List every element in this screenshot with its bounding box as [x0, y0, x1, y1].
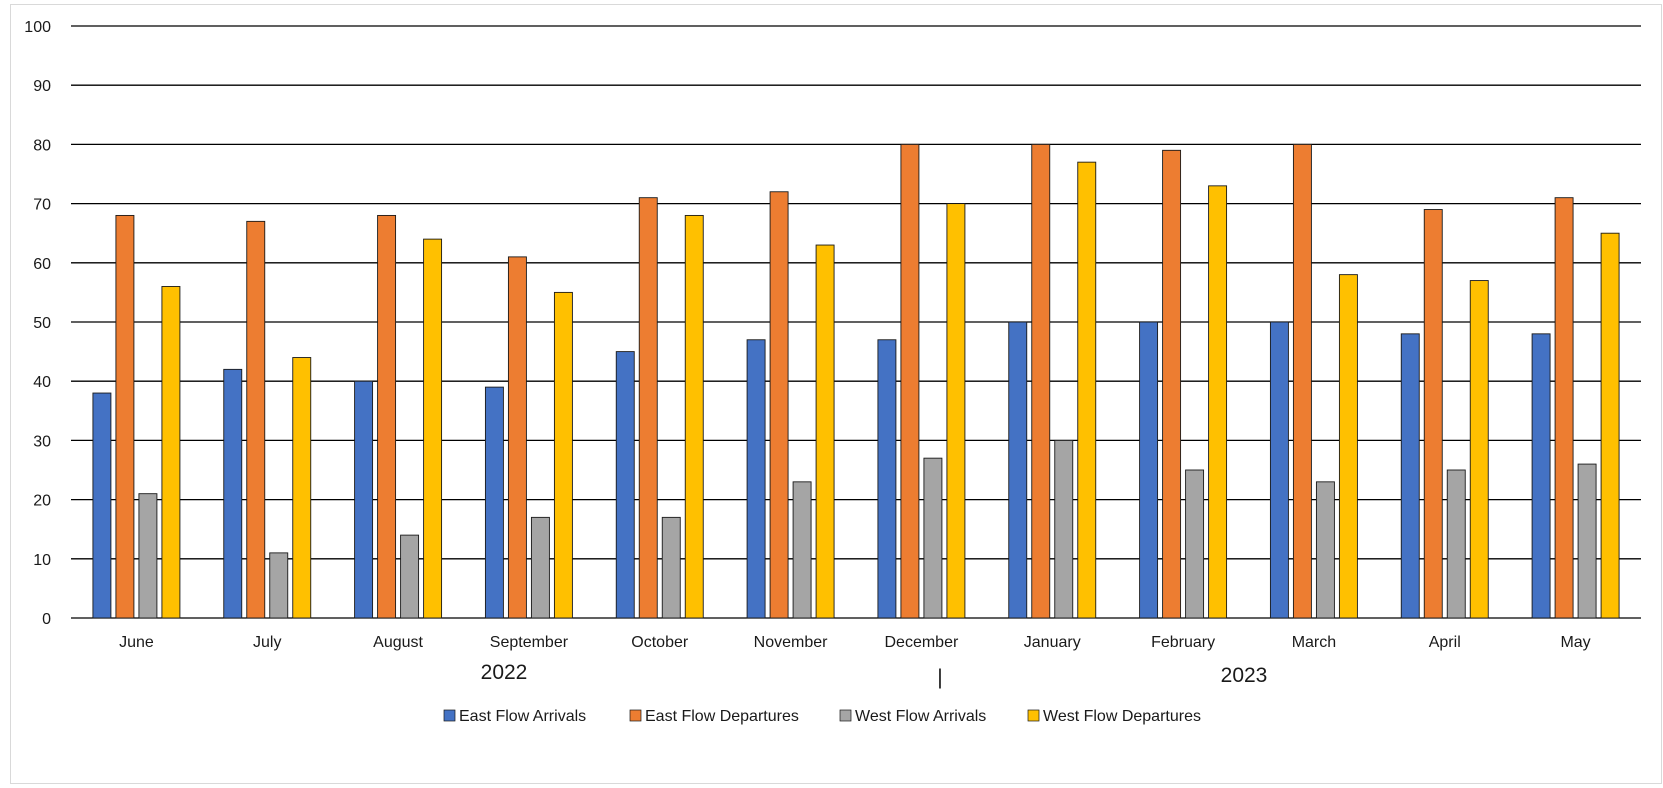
y-tick-label: 30	[33, 433, 51, 450]
legend-label-east-flow-departures: East Flow Departures	[645, 708, 799, 725]
legend-label-east-flow-arrivals: East Flow Arrivals	[459, 708, 586, 725]
bar-east-flow-departures-september	[507, 256, 527, 619]
x-tick-label-march: March	[1292, 634, 1336, 651]
legend-swatch-west-flow-departures	[1027, 709, 1040, 722]
bar-west-flow-departures-august	[423, 238, 443, 619]
bar-east-flow-departures-december	[900, 143, 920, 619]
bar-west-flow-arrivals-august	[400, 534, 420, 619]
gridlines	[71, 25, 1641, 619]
bar-east-flow-arrivals-december	[877, 339, 897, 619]
bar-west-flow-arrivals-november	[792, 481, 812, 619]
bar-west-flow-departures-february	[1208, 185, 1228, 619]
bar-east-flow-arrivals-october	[615, 351, 635, 619]
bar-west-flow-departures-december	[946, 203, 966, 619]
bar-east-flow-arrivals-september	[484, 386, 504, 619]
bar-west-flow-departures-april	[1469, 280, 1489, 619]
bar-west-flow-departures-september	[553, 291, 573, 619]
bar-east-flow-departures-july	[246, 220, 266, 619]
year-label-2022: 2022	[481, 661, 528, 684]
bar-east-flow-departures-february	[1162, 149, 1182, 619]
y-tick-label: 90	[33, 78, 51, 95]
bar-east-flow-departures-october	[638, 197, 658, 619]
x-tick-label-november: November	[754, 634, 828, 651]
y-tick-label: 20	[33, 493, 51, 510]
bar-west-flow-departures-july	[292, 357, 312, 619]
bar-west-flow-arrivals-july	[269, 552, 289, 619]
bar-west-flow-departures-january	[1077, 161, 1097, 619]
bar-west-flow-arrivals-january	[1054, 439, 1074, 619]
bar-east-flow-departures-november	[769, 191, 789, 619]
bar-west-flow-arrivals-october	[661, 516, 681, 619]
legend-swatch-east-flow-arrivals	[443, 709, 456, 722]
bar-east-flow-arrivals-january	[1008, 321, 1028, 619]
y-tick-label: 50	[33, 315, 51, 332]
year-label-2023: 2023	[1221, 664, 1268, 687]
bar-west-flow-departures-october	[684, 214, 704, 619]
x-tick-label-october: October	[631, 634, 689, 651]
bar-east-flow-arrivals-june	[92, 392, 112, 619]
bar-west-flow-departures-may	[1600, 232, 1620, 619]
x-tick-label-february: February	[1151, 634, 1215, 651]
bar-west-flow-arrivals-december	[923, 457, 943, 619]
y-tick-label: 60	[33, 256, 51, 273]
chart-frame: 0 10 20 30 40 50 60 70 80 90 100 June July August Sep…	[10, 4, 1662, 784]
bar-east-flow-arrivals-july	[223, 368, 243, 619]
bars	[92, 143, 1620, 619]
bar-east-flow-departures-april	[1423, 209, 1443, 619]
bar-west-flow-departures-march	[1338, 274, 1358, 619]
bar-west-flow-arrivals-june	[138, 493, 158, 619]
bar-west-flow-arrivals-september	[530, 516, 550, 619]
x-tick-label-april: April	[1429, 634, 1461, 651]
y-tick-label: 10	[33, 552, 51, 569]
legend-swatch-west-flow-arrivals	[839, 709, 852, 722]
x-tick-label-may: May	[1560, 634, 1590, 651]
legend-label-west-flow-departures: West Flow Departures	[1043, 708, 1201, 725]
bar-west-flow-arrivals-february	[1185, 469, 1205, 619]
y-axis-tick-labels: 0 10 20 30 40 50 60 70 80 90 100	[24, 19, 51, 628]
bar-east-flow-departures-august	[377, 214, 397, 619]
bar-east-flow-departures-january	[1031, 143, 1051, 619]
bar-east-flow-arrivals-march	[1269, 321, 1289, 619]
y-tick-label: 100	[24, 19, 51, 36]
bar-east-flow-arrivals-november	[746, 339, 766, 619]
x-tick-label-august: August	[373, 634, 423, 651]
y-tick-label: 0	[42, 611, 51, 628]
x-axis-year-labels: 2022 | 2023	[481, 661, 1268, 689]
bar-west-flow-arrivals-march	[1315, 481, 1335, 619]
y-tick-label: 70	[33, 197, 51, 214]
bar-east-flow-arrivals-august	[354, 380, 374, 619]
x-tick-label-september: September	[490, 634, 569, 651]
bar-east-flow-departures-march	[1292, 143, 1312, 619]
bar-east-flow-departures-may	[1554, 197, 1574, 619]
bar-west-flow-arrivals-april	[1446, 469, 1466, 619]
x-tick-label-january: January	[1024, 634, 1081, 651]
bar-west-flow-departures-june	[161, 286, 181, 619]
bar-east-flow-arrivals-april	[1400, 333, 1420, 619]
x-tick-label-june: June	[119, 634, 154, 651]
bar-east-flow-arrivals-february	[1139, 321, 1159, 619]
bar-east-flow-arrivals-may	[1531, 333, 1551, 619]
legend: East Flow Arrivals East Flow Departures We…	[443, 708, 1201, 725]
y-tick-label: 80	[33, 137, 51, 154]
x-axis-month-labels: June July August September October November De…	[119, 634, 1591, 651]
bar-chart: 0 10 20 30 40 50 60 70 80 90 100 June July August Sep…	[24, 19, 1641, 725]
bar-west-flow-departures-november	[815, 244, 835, 619]
year-separator: |	[937, 666, 942, 689]
x-tick-label-december: December	[885, 634, 959, 651]
legend-label-west-flow-arrivals: West Flow Arrivals	[855, 708, 986, 725]
legend-swatch-east-flow-departures	[629, 709, 642, 722]
bar-east-flow-departures-june	[115, 214, 135, 619]
y-tick-label: 40	[33, 374, 51, 391]
bar-west-flow-arrivals-may	[1577, 463, 1597, 619]
x-tick-label-july: July	[253, 634, 281, 651]
